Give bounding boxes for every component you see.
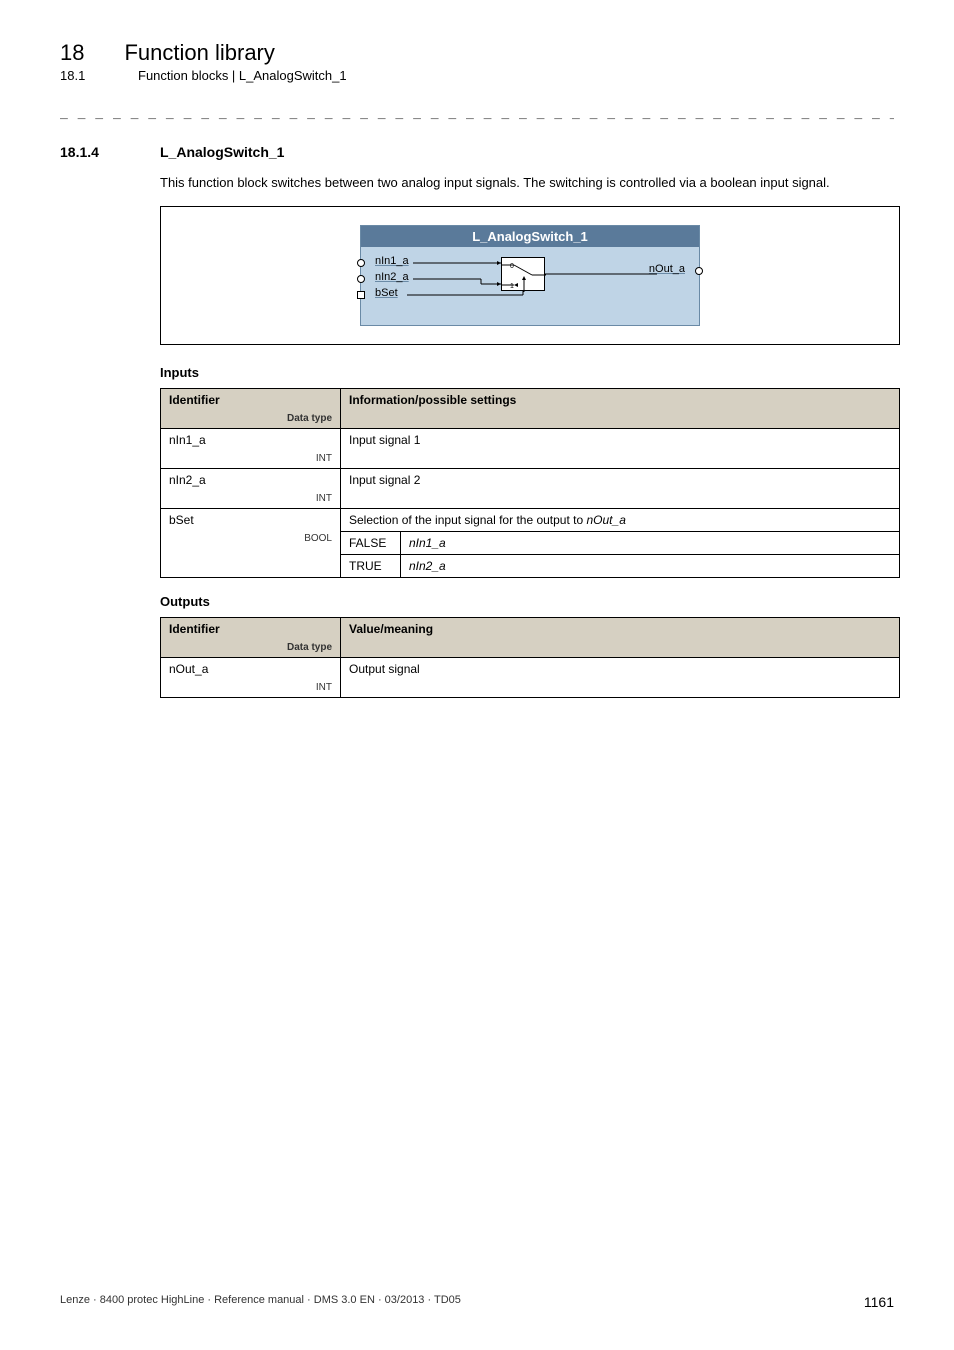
cell-info: Selection of the input signal for the ou… bbox=[341, 509, 900, 532]
subsection-number: 18.1 bbox=[60, 68, 98, 83]
cell-info: Input signal 2 bbox=[341, 469, 900, 509]
cell-info: Input signal 1 bbox=[341, 429, 900, 469]
section-title: L_AnalogSwitch_1 bbox=[160, 144, 284, 160]
outputs-heading: Outputs bbox=[160, 594, 894, 609]
footer-text: Lenze · 8400 protec HighLine · Reference… bbox=[60, 1294, 461, 1310]
cell-datatype: BOOL bbox=[169, 533, 332, 544]
port-label-bset: bSet bbox=[375, 287, 398, 299]
diagram-frame: L_AnalogSwitch_1 nIn1_a nIn2_a bSet nOut… bbox=[160, 206, 900, 345]
table-row: nOut_a INT Output signal bbox=[161, 658, 900, 698]
cell-false-label: FALSE bbox=[341, 532, 401, 555]
table-row: bSet BOOL Selection of the input signal … bbox=[161, 509, 900, 532]
function-block-box: L_AnalogSwitch_1 nIn1_a nIn2_a bSet nOut… bbox=[360, 225, 700, 326]
cell-id: nIn2_a bbox=[169, 473, 206, 487]
port-ring-icon bbox=[695, 267, 703, 275]
subsection-title: Function blocks | L_AnalogSwitch_1 bbox=[138, 68, 347, 83]
section-description: This function block switches between two… bbox=[160, 174, 874, 192]
switch-icon: 0 1 bbox=[501, 257, 545, 291]
port-label-nin1: nIn1_a bbox=[375, 255, 409, 267]
header-datatype: Data type bbox=[169, 642, 332, 653]
cell-id: bSet bbox=[169, 513, 194, 527]
function-block-body: nIn1_a nIn2_a bSet nOut_a 0 1 bbox=[361, 247, 699, 311]
port-box-icon bbox=[357, 291, 365, 299]
header-value: Value/meaning bbox=[341, 618, 900, 658]
cell-info-text: Selection of the input signal for the ou… bbox=[349, 513, 587, 527]
cell-false-value: nIn1_a bbox=[401, 532, 900, 555]
outputs-table: Identifier Data type Value/meaning nOut_… bbox=[160, 617, 900, 698]
cell-id: nIn1_a bbox=[169, 433, 206, 447]
cell-info-out: nOut_a bbox=[587, 513, 626, 527]
switch-label-0: 0 bbox=[510, 263, 514, 270]
page-footer: Lenze · 8400 protec HighLine · Reference… bbox=[60, 1294, 894, 1310]
header-identifier: Identifier bbox=[169, 393, 220, 407]
cell-datatype: INT bbox=[169, 453, 332, 464]
inputs-table: Identifier Data type Information/possibl… bbox=[160, 388, 900, 578]
cell-datatype: INT bbox=[169, 682, 332, 693]
table-row: nIn1_a INT Input signal 1 bbox=[161, 429, 900, 469]
cell-true-value: nIn2_a bbox=[401, 555, 900, 578]
port-label-nin2: nIn2_a bbox=[375, 271, 409, 283]
table-header: Identifier Data type bbox=[161, 618, 341, 658]
chapter-title: Function library bbox=[124, 40, 274, 66]
header-datatype: Data type bbox=[169, 413, 332, 424]
table-header: Identifier Data type bbox=[161, 389, 341, 429]
cell-true-label: TRUE bbox=[341, 555, 401, 578]
port-ring-icon bbox=[357, 259, 365, 267]
switch-label-1: 1 bbox=[510, 283, 514, 290]
port-ring-icon bbox=[357, 275, 365, 283]
page-number: 1161 bbox=[864, 1294, 894, 1310]
cell-datatype: INT bbox=[169, 493, 332, 504]
header-info: Information/possible settings bbox=[341, 389, 900, 429]
cell-id: nOut_a bbox=[169, 662, 208, 676]
function-block-title: L_AnalogSwitch_1 bbox=[361, 226, 699, 247]
port-label-nout: nOut_a bbox=[649, 263, 685, 275]
inputs-heading: Inputs bbox=[160, 365, 894, 380]
table-row: nIn2_a INT Input signal 2 bbox=[161, 469, 900, 509]
chapter-number: 18 bbox=[60, 40, 84, 66]
cell-info: Output signal bbox=[341, 658, 900, 698]
header-identifier: Identifier bbox=[169, 622, 220, 636]
separator-dashes: _ _ _ _ _ _ _ _ _ _ _ _ _ _ _ _ _ _ _ _ … bbox=[60, 105, 894, 120]
section-number: 18.1.4 bbox=[60, 144, 120, 160]
